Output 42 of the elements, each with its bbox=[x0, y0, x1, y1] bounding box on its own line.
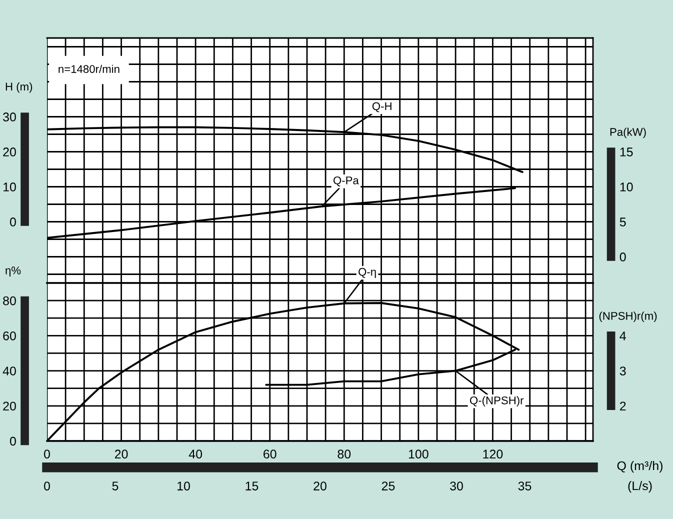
y-tick-label: 60 bbox=[3, 331, 16, 340]
annotation: n=1480r/min bbox=[58, 64, 120, 73]
x-tick-label: 100 bbox=[408, 450, 428, 459]
y2-tick-label: 10 bbox=[620, 182, 633, 192]
y2-tick-label: 4 bbox=[620, 332, 626, 340]
text: Q-η bbox=[358, 268, 376, 278]
y2-tick-label: 5 bbox=[620, 218, 626, 226]
y-tick-label: 0 bbox=[10, 436, 16, 446]
y-tick-label: 40 bbox=[2, 366, 16, 376]
x-tick-label: 40 bbox=[188, 450, 202, 459]
x-tick-label: 0 bbox=[44, 450, 50, 459]
legend-label: Q-(NPSH)r bbox=[470, 396, 524, 407]
y2-tick-label: 15 bbox=[620, 148, 633, 156]
x-tick-label: 120 bbox=[483, 450, 503, 459]
y2-axis-title: (NPSH)r(m) bbox=[599, 312, 657, 322]
y-axis-title: H (m) bbox=[6, 82, 32, 93]
y-tick-label: 10 bbox=[3, 182, 16, 192]
x2-tick-label: 10 bbox=[178, 482, 190, 490]
x2-tick-label: 35 bbox=[518, 482, 532, 490]
series-label: Q-H bbox=[372, 102, 392, 112]
x2-tick-label: 30 bbox=[450, 482, 463, 490]
y2-tick-label: 2 bbox=[620, 402, 626, 410]
x2-tick-label: 25 bbox=[382, 482, 395, 490]
y-axis-title: η% bbox=[6, 266, 21, 277]
x-axis-title: Q (m³/h) bbox=[617, 461, 662, 473]
x2-tick-label: 15 bbox=[246, 482, 258, 490]
y-tick-label: 80 bbox=[3, 296, 16, 306]
x-tick-label: 80 bbox=[338, 450, 351, 459]
y-tick-label: 20 bbox=[3, 402, 16, 411]
x2-tick-label: 5 bbox=[112, 482, 118, 490]
y-tick-label: 0 bbox=[10, 218, 16, 226]
y2-tick-label: 0 bbox=[620, 252, 626, 262]
series-label: Q-Pa bbox=[333, 176, 359, 186]
y-tick-label: 30 bbox=[3, 112, 16, 122]
y2-axis-title: Pa(kW) bbox=[610, 128, 646, 138]
x2-axis-title: (L/s) bbox=[628, 481, 652, 493]
x-tick-label: 20 bbox=[114, 450, 128, 459]
x2-tick-label: 0 bbox=[44, 482, 50, 490]
y2-tick-label: 3 bbox=[620, 366, 626, 376]
x-tick-label: 60 bbox=[264, 450, 276, 459]
y-tick-label: 20 bbox=[3, 148, 16, 156]
x2-tick-label: 20 bbox=[314, 482, 326, 490]
